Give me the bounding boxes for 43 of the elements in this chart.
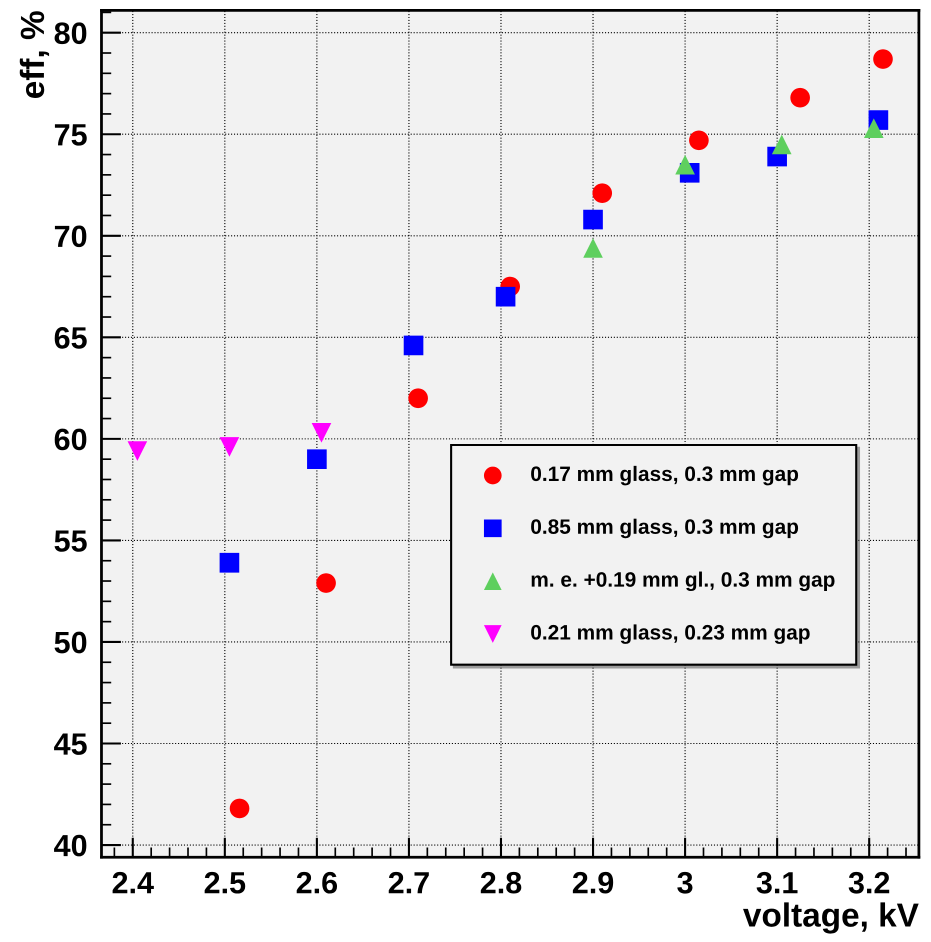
point	[220, 437, 240, 457]
x-tick-label: 2.7	[388, 872, 429, 894]
x-tick-label: 3.2	[848, 872, 890, 894]
point	[404, 336, 424, 356]
x-tick-label: 3.1	[756, 872, 798, 894]
point	[128, 441, 148, 461]
x-axis-title: voltage, kV	[743, 902, 919, 934]
point	[307, 449, 327, 469]
x-tick-label: 3	[677, 872, 692, 894]
point	[592, 183, 612, 203]
x-tick-label: 2.9	[572, 872, 614, 894]
x-tick-label: 2.4	[112, 872, 154, 894]
point	[790, 88, 810, 108]
point	[316, 573, 336, 593]
point	[675, 154, 695, 175]
point	[230, 798, 250, 818]
point	[873, 49, 893, 69]
y-tick-label: 65	[54, 327, 87, 349]
point	[689, 130, 709, 150]
y-tick-label: 45	[54, 734, 87, 755]
legend-label: 0.85 mm glass, 0.3 mm gap	[531, 518, 798, 538]
legend-label: 0.21 mm glass, 0.23 mm gap	[531, 624, 810, 644]
point	[864, 118, 884, 138]
x-tick-label: 2.6	[296, 872, 338, 894]
y-tick-label: 80	[54, 22, 86, 44]
point	[408, 388, 428, 408]
y-tick-label: 60	[54, 428, 86, 450]
y-tick-label: 70	[54, 226, 86, 248]
x-tick-label: 2.5	[204, 872, 246, 894]
x-tick-label: 2.8	[480, 872, 522, 894]
y-tick-label: 75	[54, 124, 87, 146]
y-tick-label: 50	[54, 632, 86, 654]
point	[583, 238, 603, 258]
y-tick-label: 55	[54, 530, 87, 552]
point	[220, 552, 240, 573]
point	[772, 134, 792, 154]
point	[312, 422, 332, 443]
legend-label: m. e. +0.19 mm gl., 0.3 mm gap	[532, 572, 835, 592]
y-tick-label: 40	[54, 834, 86, 856]
point	[583, 210, 603, 230]
point	[496, 286, 516, 307]
legend-label: 0.17 mm glass, 0.3 mm gap	[531, 466, 798, 486]
y-axis-title: eff, %	[20, 11, 50, 98]
